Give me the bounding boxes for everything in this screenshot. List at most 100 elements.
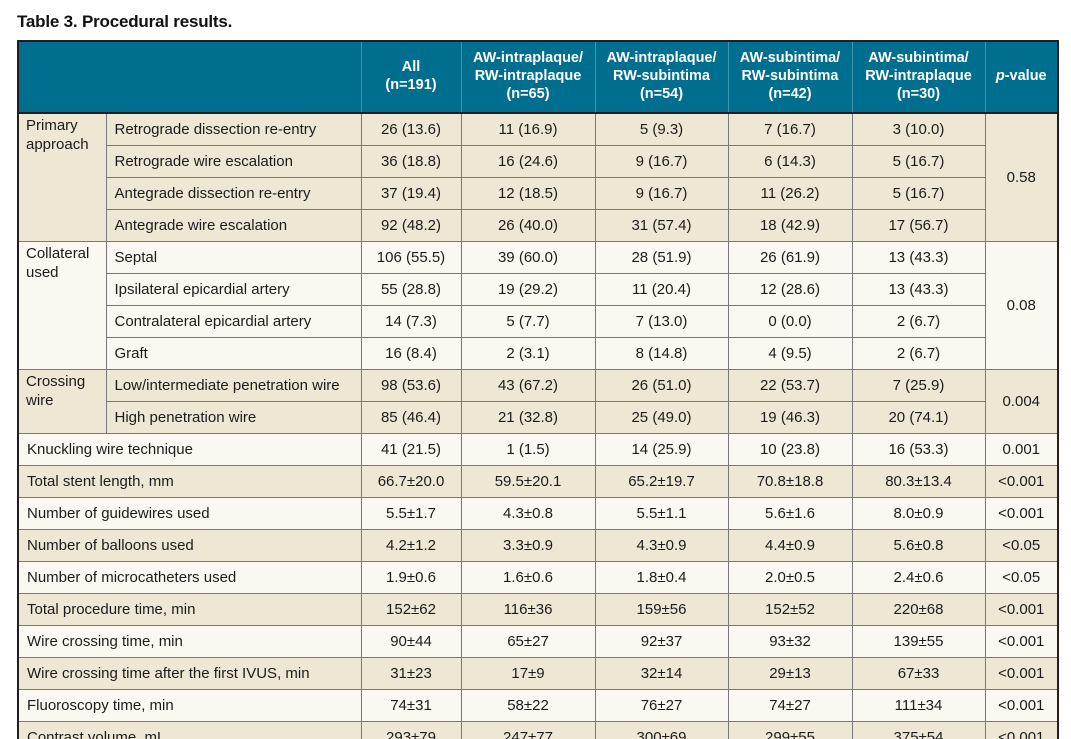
value-cell: 6 (14.3) [727,145,853,178]
value-cell: 9 (16.7) [594,177,729,210]
value-cell: 92±37 [594,625,729,658]
value-cell: 41 (21.5) [360,433,462,466]
column-header: All (n=191) [360,40,462,114]
value-cell: 300±69 [594,721,729,739]
header-row: All (n=191) AW-intraplaque/RW-intraplaque(… [17,40,1059,114]
row-label: Number of microcatheters used [17,561,362,594]
value-cell: 4 (9.5) [727,337,853,370]
value-cell: 65±27 [460,625,596,658]
value-cell: 152±52 [727,593,853,626]
table-row: Number of microcatheters used 1.9±0.6 1.6±… [17,561,1059,594]
value-cell: 8.0±0.9 [851,497,986,530]
value-cell: 116±36 [460,593,596,626]
value-cell: 5 (9.3) [594,112,729,146]
p-value-cell: 0.004 [984,369,1059,434]
column-header: p-value [984,40,1059,114]
row-label: Fluoroscopy time, min [17,689,362,722]
value-cell: 26 (61.9) [727,241,853,274]
value-cell: 11 (16.9) [460,112,596,146]
p-value-cell: 0.001 [984,433,1059,466]
p-value-cell: <0.001 [984,689,1059,722]
value-cell: 55 (28.8) [360,273,462,306]
value-cell: 159±56 [594,593,729,626]
value-cell: 5.6±1.6 [727,497,853,530]
value-cell: 13 (43.3) [851,241,986,274]
value-cell: 31 (57.4) [594,209,729,242]
row-label: Ipsilateral epicardial artery [105,273,362,306]
table-body: Primary approach Retrograde dissection re… [17,112,1059,739]
value-cell: 32±14 [594,657,729,690]
table-row: Knuckling wire technique 41 (21.5) 1 (1.5)… [17,433,1059,466]
procedural-results-table: All (n=191) AW-intraplaque/RW-intraplaque(… [17,40,1059,739]
value-cell: 98 (53.6) [360,369,462,402]
value-cell: 74±27 [727,689,853,722]
value-cell: 1 (1.5) [460,433,596,466]
value-cell: 92 (48.2) [360,209,462,242]
value-cell: 8 (14.8) [594,337,729,370]
value-cell: 19 (29.2) [460,273,596,306]
value-cell: 17±9 [460,657,596,690]
table-header: All (n=191) AW-intraplaque/RW-intraplaque(… [17,40,1059,114]
table-row: Graft 16 (8.4) 2 (3.1) 8 (14.8) 4 (9.5) 2 (6.… [18,337,1058,370]
row-label: Retrograde dissection re-entry [105,112,362,146]
value-cell: 5 (7.7) [460,305,596,338]
p-value-cell: <0.001 [984,465,1059,498]
value-cell: 65.2±19.7 [594,465,729,498]
value-cell: 7 (16.7) [727,112,853,146]
value-cell: 4.2±1.2 [360,529,462,562]
table-row: Contrast volume, mL 293±79 247±77 300±69 299… [17,721,1059,739]
value-cell: 3.3±0.9 [460,529,596,562]
column-header: AW-intraplaque/RW-intraplaque (n=65) [460,40,596,114]
column-header: AW-subintima/RW-subintima (n=42) [727,40,853,114]
value-cell: 59.5±20.1 [460,465,596,498]
value-cell: 80.3±13.4 [851,465,986,498]
table-row: Antegrade dissection re-entry 37 (19.4) 12… [18,177,1058,210]
row-label: Number of guidewires used [17,497,362,530]
value-cell: 106 (55.5) [360,241,462,274]
value-cell: 9 (16.7) [594,145,729,178]
value-cell: 74±31 [360,689,462,722]
value-cell: 2.0±0.5 [727,561,853,594]
value-cell: 36 (18.8) [360,145,462,178]
p-value-cell: <0.001 [984,721,1059,739]
row-label: Low/intermediate penetration wire [105,369,362,402]
value-cell: 14 (7.3) [360,305,462,338]
row-group-label: Collateral used [17,241,107,370]
p-value-cell: <0.001 [984,625,1059,658]
row-label: Antegrade wire escalation [105,209,362,242]
value-cell: 21 (32.8) [460,401,596,434]
value-cell: 20 (74.1) [851,401,986,434]
value-cell: 93±32 [727,625,853,658]
value-cell: 111±34 [851,689,986,722]
p-value-cell: 0.58 [984,112,1059,242]
value-cell: 17 (56.7) [851,209,986,242]
table-row: Collateral used Septal 106 (55.5) 39 (60.0)… [17,241,1059,370]
value-cell: 25 (49.0) [594,401,729,434]
table-row: Number of guidewires used 5.5±1.7 4.3±0.8 5… [17,497,1059,530]
p-value-cell: 0.08 [984,241,1059,370]
value-cell: 14 (25.9) [594,433,729,466]
value-cell: 16 (53.3) [851,433,986,466]
value-cell: 4.4±0.9 [727,529,853,562]
value-cell: 28 (51.9) [594,241,729,274]
value-cell: 375±54 [851,721,986,739]
row-label: Knuckling wire technique [17,433,362,466]
value-cell: 5.5±1.7 [360,497,462,530]
table-row: Wire crossing time, min 90±44 65±27 92±37 93… [17,625,1059,658]
value-cell: 37 (19.4) [360,177,462,210]
value-cell: 1.8±0.4 [594,561,729,594]
value-cell: 16 (24.6) [460,145,596,178]
value-cell: 5.5±1.1 [594,497,729,530]
table-row: Antegrade wire escalation 92 (48.2) 26 (40… [18,209,1058,242]
value-cell: 2 (6.7) [851,305,986,338]
value-cell: 76±27 [594,689,729,722]
value-cell: 90±44 [360,625,462,658]
table-row: Total stent length, mm 66.7±20.0 59.5±20.1… [17,465,1059,498]
table-row: Retrograde wire escalation 36 (18.8) 16 (2… [18,145,1058,178]
column-header: AW-intraplaque/RW-subintima (n=54) [594,40,729,114]
value-cell: 29±13 [727,657,853,690]
table-row: Wire crossing time after the first IVUS,… [17,657,1059,690]
value-cell: 12 (18.5) [460,177,596,210]
value-cell: 2.4±0.6 [851,561,986,594]
row-label: Wire crossing time, min [17,625,362,658]
